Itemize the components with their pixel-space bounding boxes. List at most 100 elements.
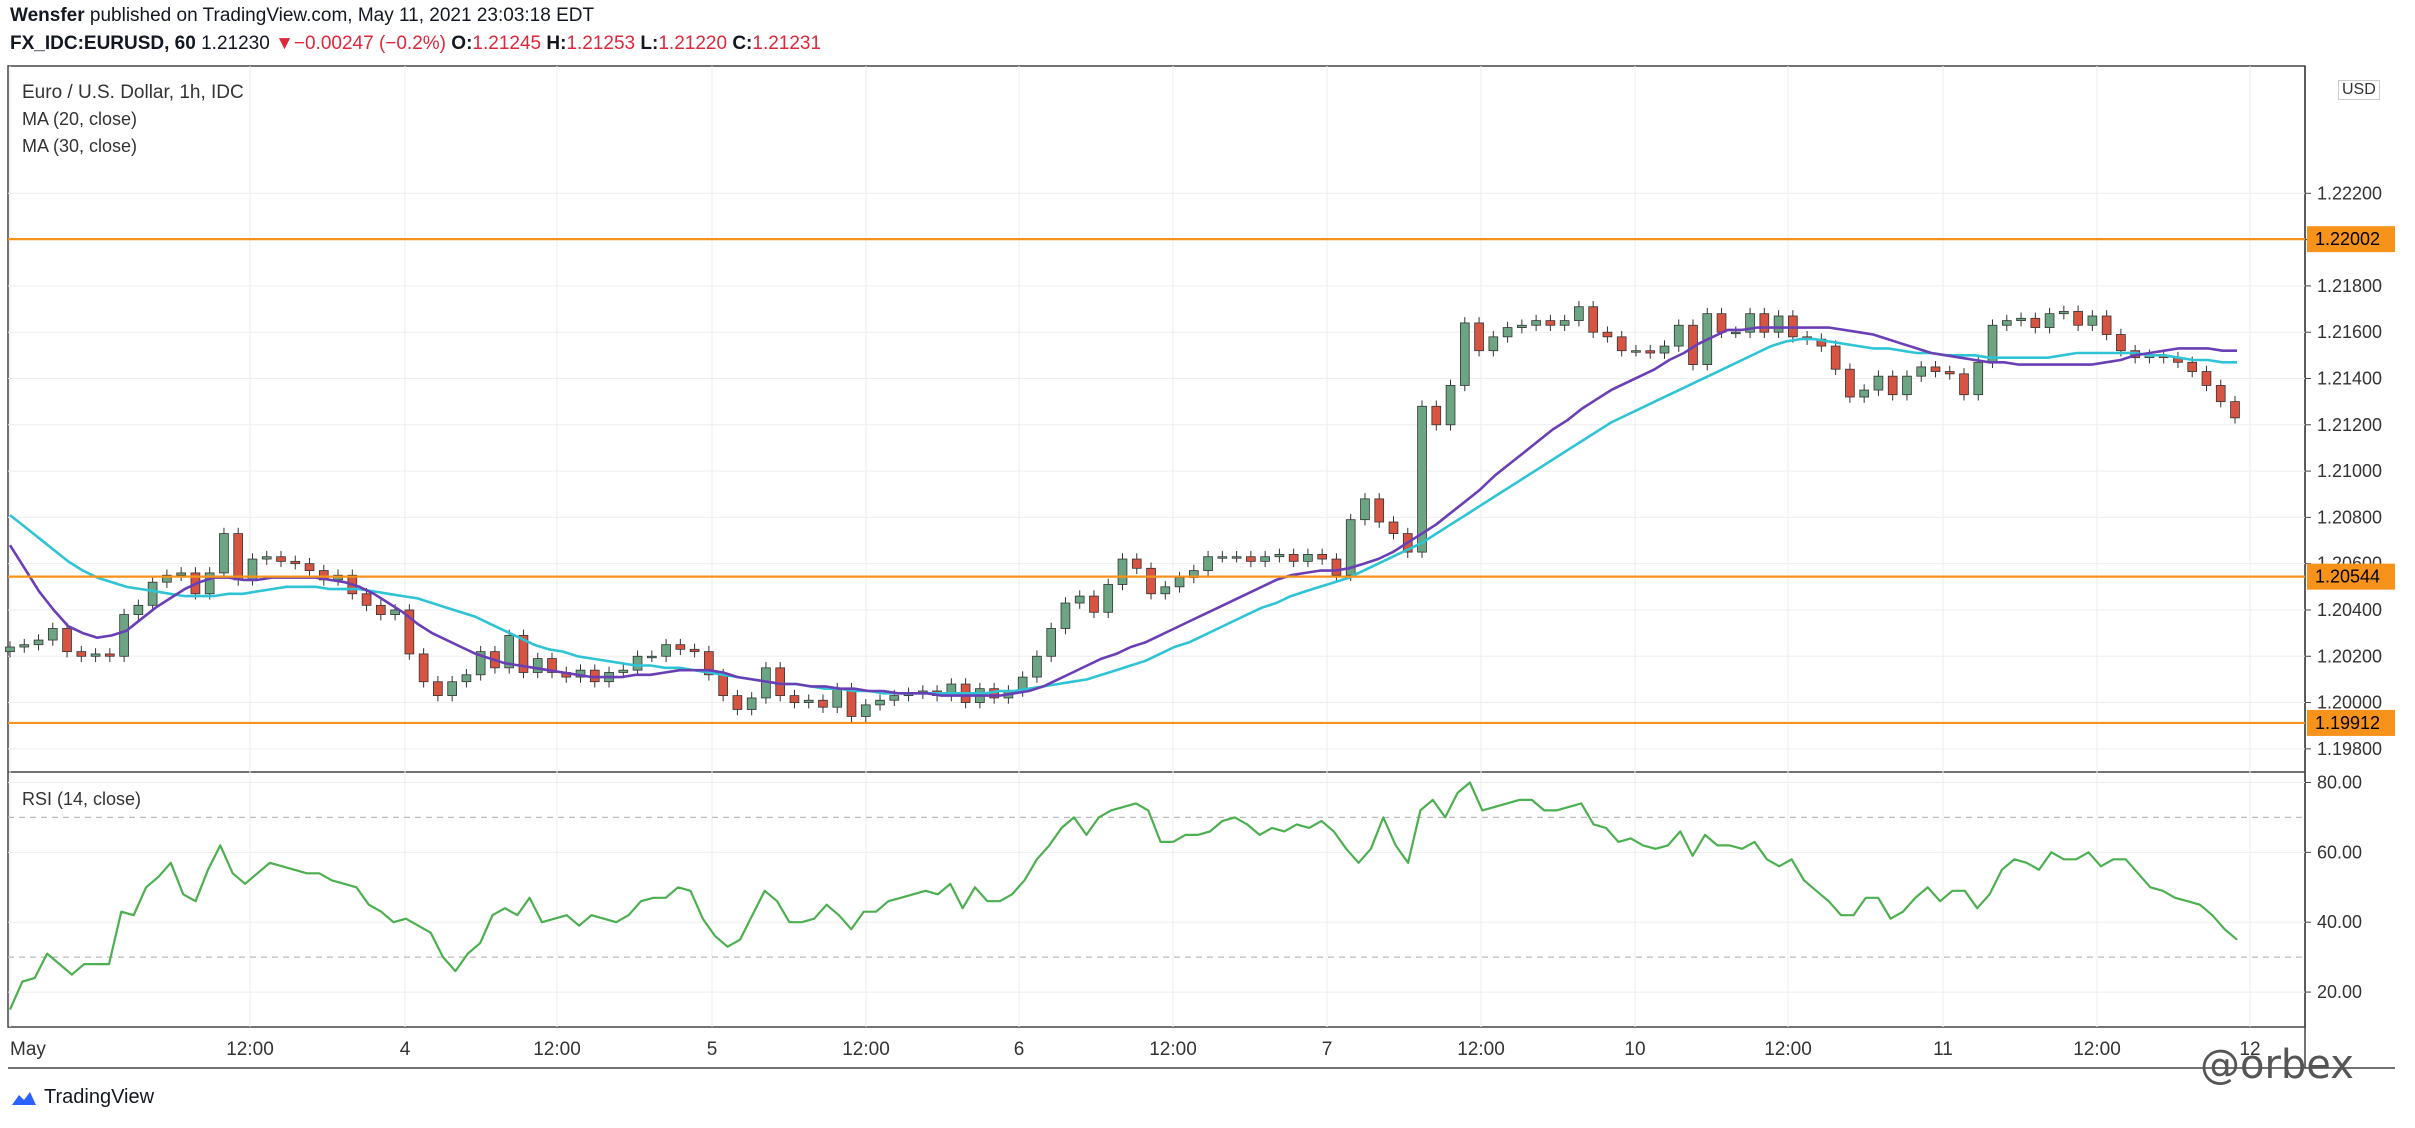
ma20-legend[interactable]: MA (20, close) [22, 109, 138, 129]
rsi-tick-label: 20.00 [2317, 982, 2362, 1002]
candle-up [1203, 556, 1213, 572]
candle-up [1360, 498, 1370, 521]
candle-down [1588, 306, 1598, 333]
y-tick-label: 1.20800 [2317, 507, 2382, 527]
candle-down [1431, 405, 1442, 426]
candle-down [290, 560, 301, 565]
candle-down [1317, 554, 1328, 560]
candle-down [547, 658, 557, 673]
candle-down [2215, 385, 2226, 403]
x-tick-label: 5 [707, 1039, 718, 1060]
low-label: L: [640, 33, 659, 54]
candle-up [1032, 655, 1042, 678]
candle-down [2187, 361, 2198, 372]
candle-down [1288, 554, 1299, 562]
candle-down [1716, 313, 1727, 333]
y-tick-label: 1.20400 [2317, 600, 2382, 620]
candle-down [62, 628, 72, 653]
candle-up [1916, 366, 1927, 377]
candle-up [1345, 519, 1356, 576]
candle-up [1488, 336, 1499, 352]
chart-frame [7, 65, 2306, 1028]
x-tick-label: May [10, 1039, 46, 1060]
candle-down [1759, 313, 1770, 333]
candle-up [875, 699, 885, 706]
candle-down [1374, 498, 1385, 523]
high-value: 1.21253 [566, 33, 636, 54]
close-value: 1.21231 [752, 33, 822, 54]
publish-text: published on TradingView.com, May 11, 20… [89, 5, 595, 26]
candle-up [1274, 554, 1285, 558]
candle-down [304, 563, 315, 572]
candle-up [261, 556, 272, 560]
candle-down [1089, 595, 1099, 613]
candle-down [1845, 368, 1855, 398]
rsi-line [8, 781, 2238, 1010]
y-tick-label: 1.21000 [2317, 461, 2382, 481]
candle-down [1830, 345, 1841, 370]
candle-down [361, 593, 372, 606]
publish-info: Wensfer published on TradingView.com, Ma… [10, 5, 594, 27]
close-label: C: [732, 33, 753, 54]
candle-up [90, 653, 101, 657]
candle-down [818, 699, 828, 708]
candle-up [475, 651, 486, 676]
chart-title: Euro / U.S. Dollar, 1h, IDC [22, 82, 244, 103]
candle-up [133, 604, 144, 615]
candle-up [1217, 556, 1228, 559]
candle-down [789, 695, 800, 703]
candle-down [1944, 371, 1955, 375]
candle-up [1074, 595, 1085, 604]
candle-up [1517, 324, 1527, 328]
level-price-label: 1.22002 [2315, 229, 2380, 249]
x-tick-label: 6 [1014, 1039, 1025, 1060]
down-triangle-icon: ▼ [275, 33, 294, 54]
x-tick-label: 12:00 [842, 1039, 890, 1060]
candle-up [461, 674, 472, 683]
y-tick-label: 1.21400 [2317, 368, 2382, 388]
author-name[interactable]: Wensfer [10, 5, 85, 26]
candle-up [5, 646, 15, 653]
footer-brand[interactable]: TradingView [10, 1086, 154, 1109]
candle-up [1773, 315, 1784, 333]
candle-down [732, 695, 743, 710]
orbex-watermark: @orbex [2200, 1042, 2354, 1088]
candle-up [618, 669, 629, 673]
candle-up [532, 658, 543, 673]
level-price-tag [2307, 709, 2395, 736]
candle-up [162, 574, 172, 583]
currency-label: USD [2338, 80, 2380, 100]
rsi-legend[interactable]: RSI (14, close) [22, 789, 142, 809]
candle-up [1174, 577, 1185, 588]
candle-down [518, 635, 529, 673]
candle-up [447, 681, 457, 697]
candle-up [390, 609, 400, 615]
candle-down [1545, 320, 1556, 326]
candle-down [1131, 558, 1142, 569]
open-value: 1.21245 [472, 33, 542, 54]
candle-up [632, 655, 643, 671]
candle-down [2116, 334, 2126, 352]
candle-up [33, 639, 44, 646]
ma30-line [9, 337, 2237, 695]
candle-up [1502, 327, 1513, 338]
candle-down [105, 653, 115, 657]
level-price-tag [2307, 563, 2395, 590]
candle-down [1388, 521, 1399, 534]
rsi-tick-label: 40.00 [2317, 912, 2362, 932]
level-price-tag [2307, 226, 2395, 253]
high-label: H: [546, 33, 567, 54]
candle-down [2230, 401, 2240, 419]
candle-down [233, 533, 244, 581]
candle-up [2087, 315, 2098, 326]
x-tick-label: 7 [1322, 1039, 1333, 1060]
candle-up [860, 704, 871, 717]
ma30-legend[interactable]: MA (30, close) [22, 136, 138, 156]
candle-up [889, 695, 900, 701]
candle-up [1730, 331, 1741, 335]
x-tick-label: 4 [400, 1039, 411, 1060]
y-tick-label: 1.21600 [2317, 322, 2382, 342]
candle-down [404, 609, 415, 655]
candle-down [2201, 371, 2212, 386]
